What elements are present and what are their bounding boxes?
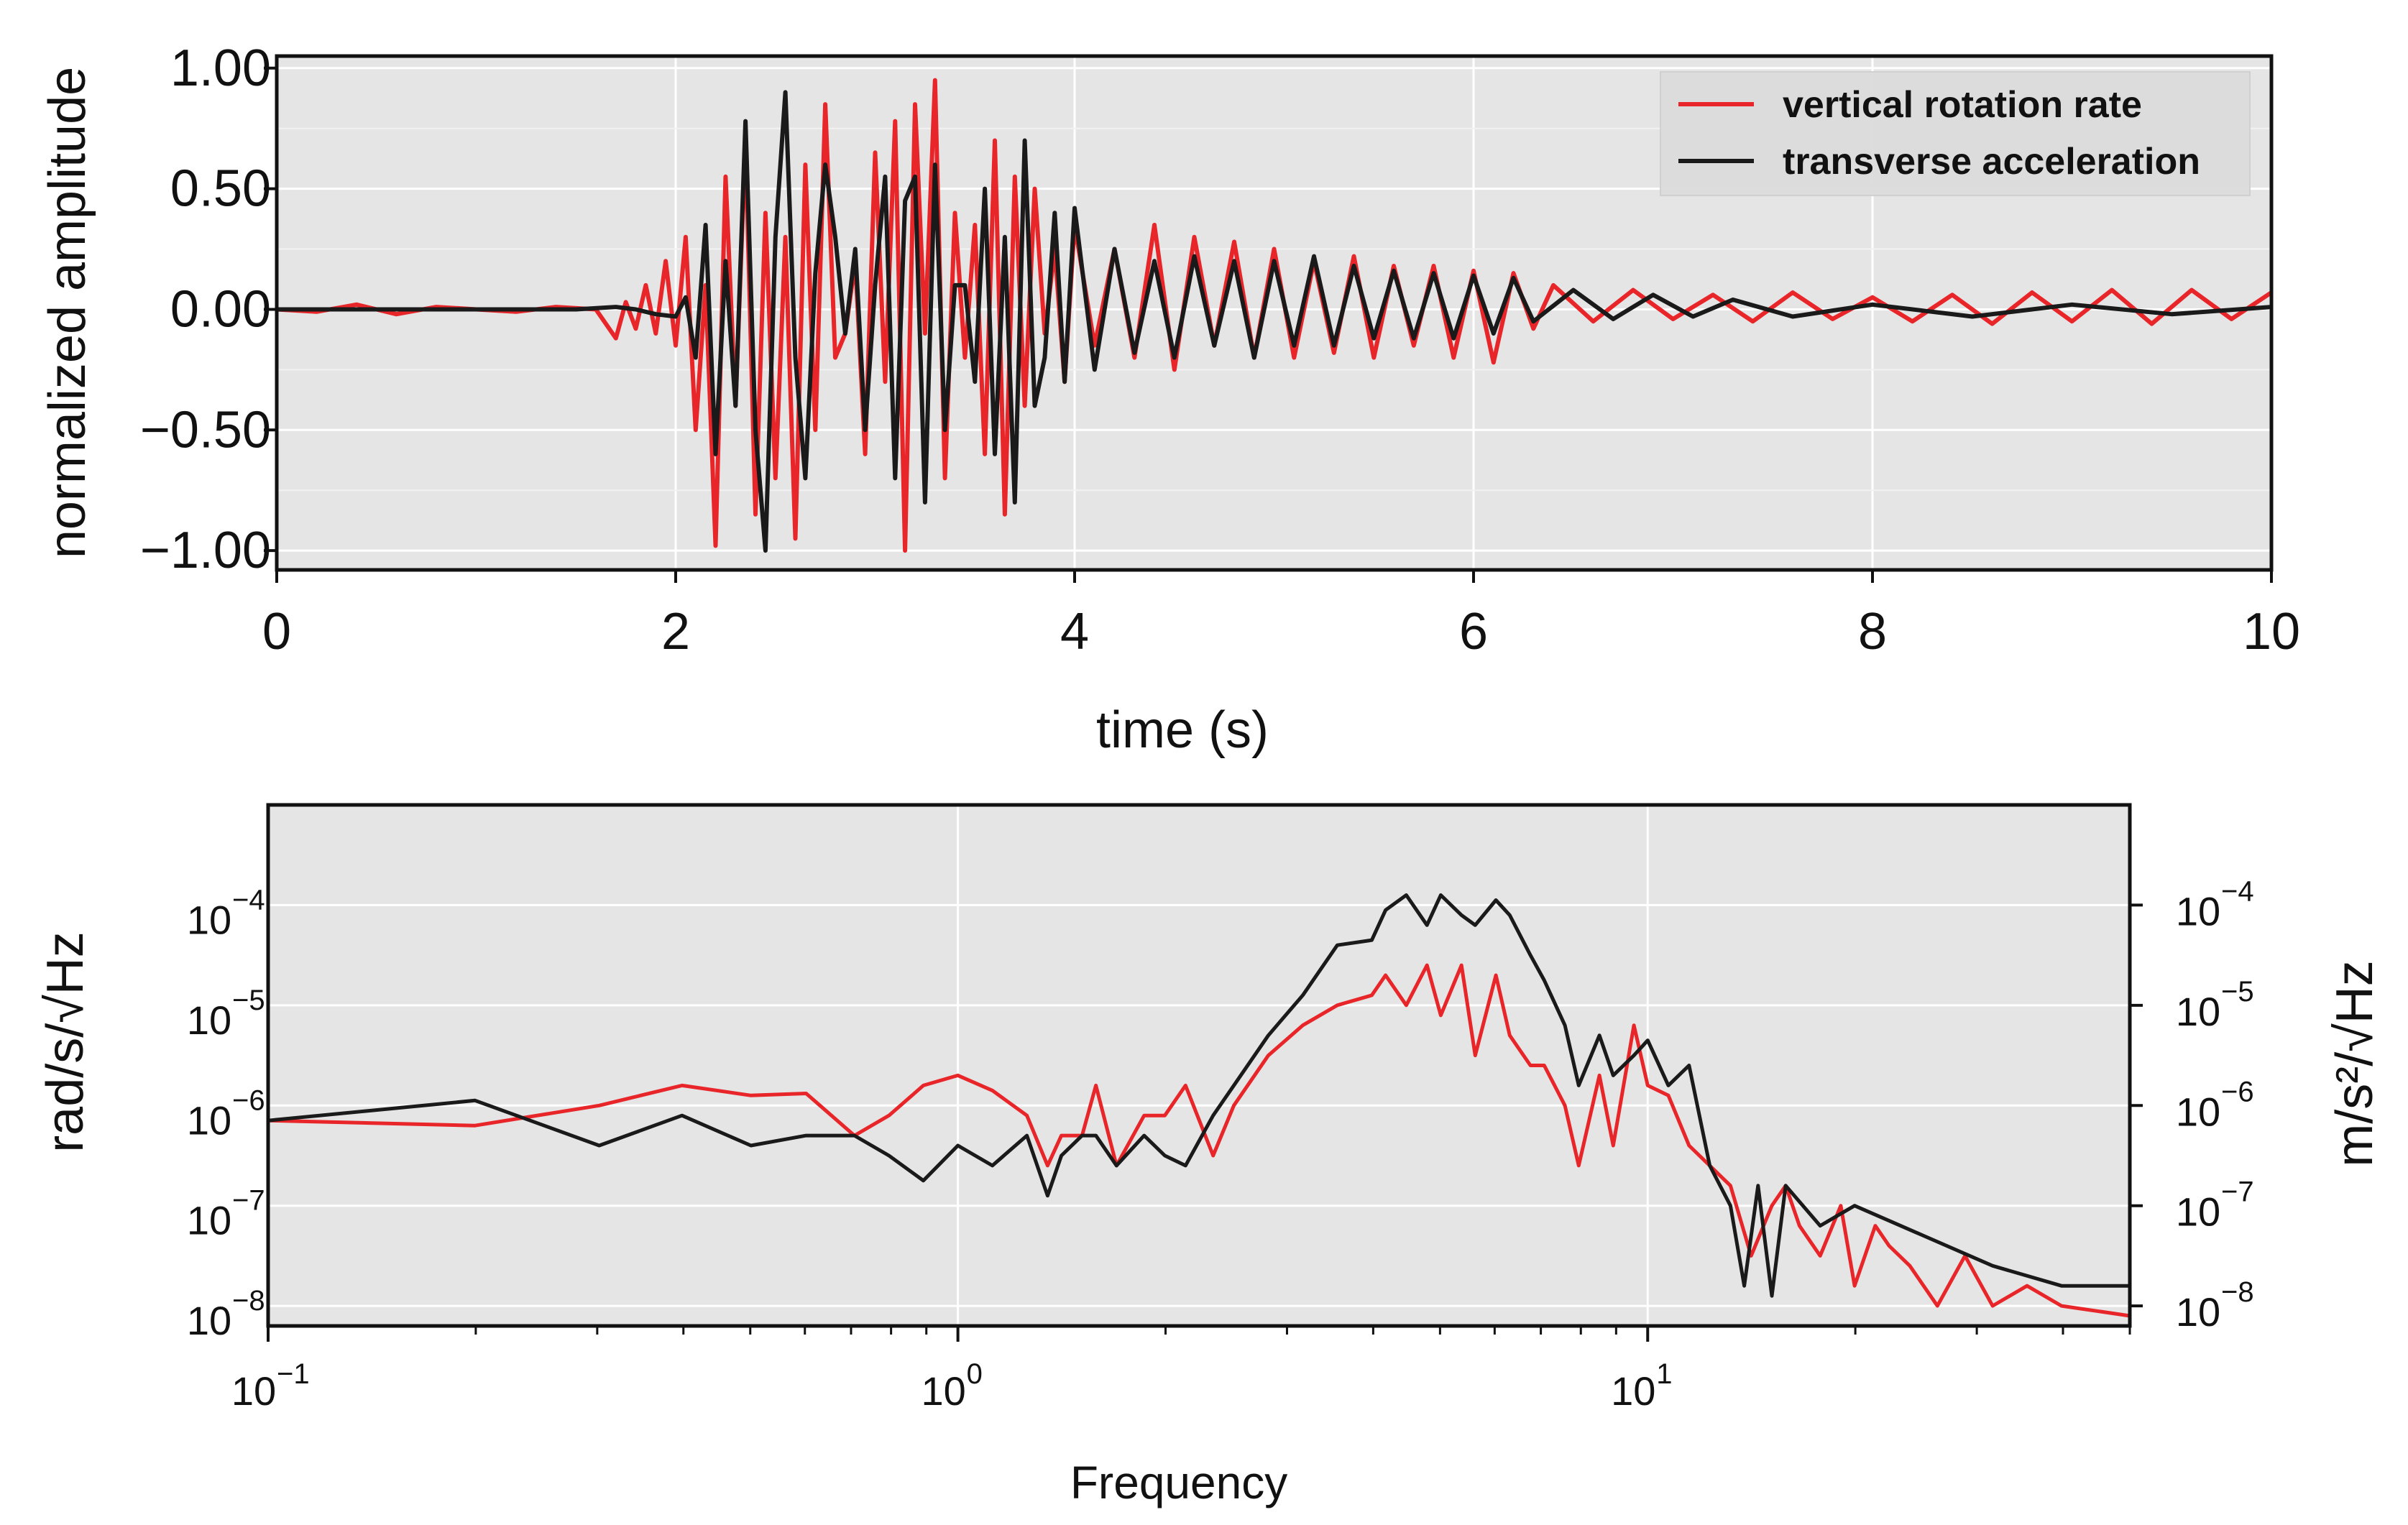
spectrum-ticks: 10 −1 10 0 10 110 −4 10−410−5 10−510−6 10−610−7 10…: [187, 875, 2254, 1414]
x-tick-label: 10: [1611, 1368, 1655, 1414]
spectrum-x-axis-label: Frequency: [1070, 1457, 1287, 1508]
y-tick-label: 10: [187, 897, 231, 942]
x-tick-label: 10: [231, 1368, 276, 1414]
y-right-tick-exponent: −6: [2221, 1076, 2254, 1107]
spectrum-lines: [267, 893, 2131, 1318]
x-tick-exponent: 0: [967, 1358, 983, 1390]
x-tick-label: 6: [1459, 603, 1488, 660]
y-tick-label: 10: [187, 1198, 231, 1243]
spectrum-left-y-axis-label: rad/s/√Hz: [37, 931, 94, 1153]
x-tick-label: 10: [921, 1368, 965, 1414]
x-tick-label: 8: [1858, 603, 1887, 660]
legend: vertical rotation rate transverse accele…: [1660, 71, 2251, 196]
y-tick-label: 0.50: [170, 160, 271, 218]
y-tick-exponent: −7: [232, 1185, 265, 1217]
x-tick-exponent: 1: [1656, 1358, 1672, 1390]
spectrum-frame: [266, 803, 2132, 1328]
y-right-tick-exponent: −5: [2221, 976, 2254, 1008]
spectrum-right-y-axis-label: m/s²/√Hz: [2326, 960, 2384, 1166]
y-right-tick-exponent: −8: [2221, 1276, 2254, 1308]
time-series-panel: 0 2 4 6 8 10 1.00 0.50 0.00 −0.50 −1.00 vertical r…: [39, 40, 2300, 759]
time-series-x-axis-label: time (s): [1096, 701, 1269, 759]
y-right-tick-label: 10: [2176, 888, 2220, 934]
y-tick-label: 10: [187, 1097, 231, 1143]
y-right-tick-label: 10: [2176, 1289, 2220, 1335]
y-right-tick-label: 10: [2176, 989, 2220, 1034]
y-tick-exponent: −6: [232, 1084, 265, 1116]
series-line-transverse-acceleration: [277, 90, 2272, 553]
y-tick-label: 10: [187, 998, 231, 1043]
time-series-y-axis-label: normalized amplitude: [39, 67, 96, 558]
y-right-tick-exponent: −7: [2221, 1176, 2254, 1208]
y-tick-exponent: −5: [232, 985, 265, 1016]
x-tick-label: 0: [262, 603, 291, 660]
legend-box: [1660, 71, 2251, 196]
y-tick-exponent: −8: [232, 1285, 265, 1317]
spectrum-plot-area: [268, 805, 2130, 1326]
x-tick-label: 2: [661, 603, 690, 660]
series-line-transverse-acceleration: [267, 893, 2131, 1298]
time-series-frame: [275, 54, 2274, 572]
y-tick-label: 1.00: [170, 40, 271, 97]
spectrum-panel: 10 −1 10 0 10 110 −4 10−410−5 10−510−6 10−610−7 10…: [37, 803, 2384, 1508]
x-tick-label: 10: [2243, 603, 2300, 660]
x-tick-exponent: −1: [277, 1358, 310, 1390]
legend-label-rotation: vertical rotation rate: [1783, 84, 2142, 126]
legend-label-acceleration: transverse acceleration: [1783, 141, 2200, 183]
x-tick-label: 4: [1060, 603, 1089, 660]
time-series-ticks: 0 2 4 6 8 10 1.00 0.50 0.00 −0.50 −1.00: [140, 40, 2300, 660]
y-tick-label: 10: [187, 1298, 231, 1343]
y-tick-label: −0.50: [140, 401, 271, 459]
y-tick-exponent: −4: [232, 884, 265, 916]
y-right-tick-exponent: −4: [2221, 875, 2254, 907]
y-tick-label: 0.00: [170, 280, 271, 338]
y-right-tick-label: 10: [2176, 1189, 2220, 1235]
y-tick-label: −1.00: [140, 522, 271, 579]
time-series-lines: [276, 78, 2273, 553]
y-right-tick-label: 10: [2176, 1089, 2220, 1134]
